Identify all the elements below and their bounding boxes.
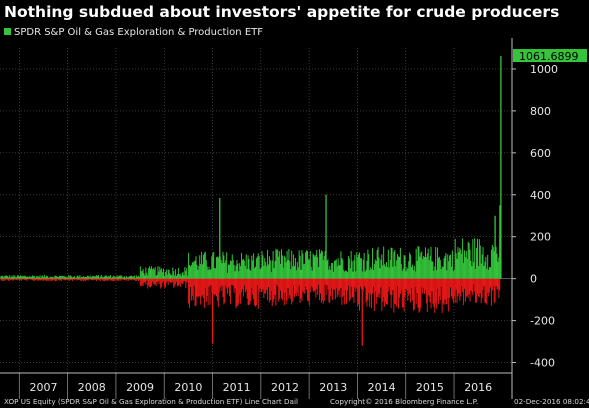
legend-entry: SPDR S&P Oil & Gas Exploration & Product… — [14, 27, 263, 38]
axes: 1000 800 600 400 200 0 -200 -400 2007 2008 2009 201… — [0, 38, 558, 399]
x-tick-label: 2013 — [319, 381, 347, 394]
x-tick-label: 2010 — [174, 381, 202, 394]
grid — [0, 48, 512, 373]
footer-copyright: Copyright© 2016 Bloomberg Finance L.P. — [330, 397, 478, 406]
y-tick-label: 1000 — [530, 63, 558, 76]
y-tick-label: 800 — [530, 105, 551, 118]
last-value-box — [513, 49, 587, 63]
y-tick-label: -400 — [530, 357, 555, 370]
y-tick-label: -200 — [530, 315, 555, 328]
x-tick-label: 2012 — [271, 381, 299, 394]
y-tick-label: 600 — [530, 147, 551, 160]
x-tick-label: 2014 — [368, 381, 396, 394]
y-tick-label: 0 — [530, 273, 537, 286]
x-tick-label: 2016 — [464, 381, 492, 394]
x-tick-label: 2015 — [416, 381, 444, 394]
x-tick-label: 2009 — [126, 381, 154, 394]
footer-timestamp: 02-Dec-2016 08:02:43 — [514, 397, 589, 406]
x-tick-label: 2008 — [78, 381, 106, 394]
chart-title: Nothing subdued about investors' appetit… — [4, 3, 559, 21]
bars — [0, 56, 502, 346]
footer-source: XOP US Equity (SPDR S&P Oil & Gas Explor… — [4, 397, 298, 406]
last-value-callout: 1061.6899 — [513, 49, 587, 63]
x-tick-label: 2007 — [29, 381, 57, 394]
x-tick-label: 2011 — [223, 381, 251, 394]
last-value-label: 1061.6899 — [519, 50, 579, 63]
y-tick-label: 400 — [530, 189, 551, 202]
y-tick-label: 200 — [530, 231, 551, 244]
legend-swatch — [4, 28, 11, 35]
